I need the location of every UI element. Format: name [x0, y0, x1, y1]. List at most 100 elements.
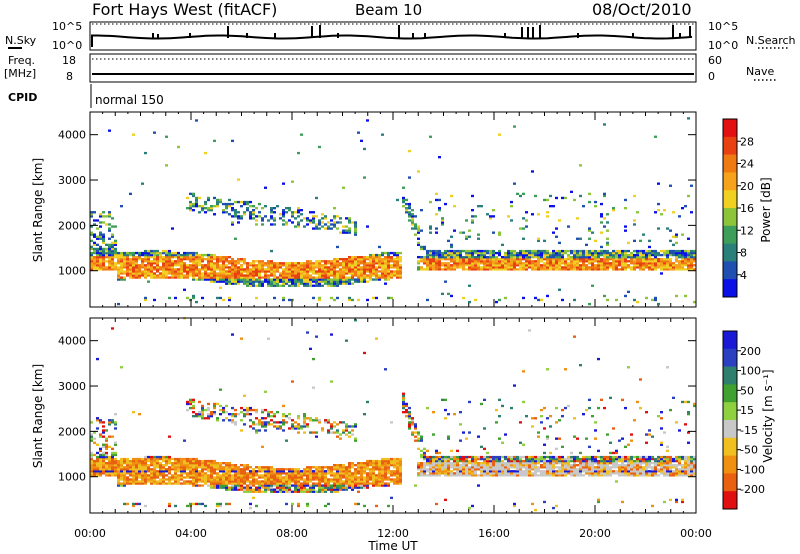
heatmap-cell [93, 247, 96, 251]
heatmap-cell [195, 198, 198, 202]
heatmap-cell [357, 486, 360, 489]
heatmap-cell [366, 474, 369, 477]
heatmap-cell [507, 268, 510, 271]
heatmap-cell [588, 258, 591, 261]
heatmap-cell [201, 296, 204, 300]
heatmap-cell [318, 219, 321, 222]
heatmap-cell [474, 251, 477, 255]
heatmap-cell [216, 482, 219, 485]
heatmap-cell [498, 253, 501, 257]
heatmap-cell [135, 258, 138, 261]
heatmap-cell [189, 400, 192, 404]
heatmap-cell [279, 425, 282, 428]
heatmap-cell [129, 266, 132, 269]
heatmap-cell [129, 464, 132, 467]
heatmap-cell [369, 264, 372, 267]
heatmap-cell [108, 474, 111, 477]
heatmap-cell [540, 464, 543, 467]
heatmap-cell [294, 282, 297, 285]
heatmap-cell [327, 488, 330, 491]
heatmap-cell [660, 253, 663, 257]
heatmap-cell [267, 274, 270, 277]
heatmap-cell [204, 459, 207, 463]
heatmap-cell [621, 256, 624, 259]
heatmap-cell [294, 280, 297, 283]
heatmap-cell [651, 260, 654, 263]
heatmap-cell [498, 398, 501, 402]
heatmap-cell [291, 282, 294, 285]
heatmap-cell [345, 264, 348, 267]
heatmap-cell [357, 468, 360, 471]
heatmap-cell [123, 470, 126, 473]
heatmap-cell [330, 266, 333, 269]
heatmap-cell [366, 482, 369, 485]
heatmap-cell [162, 476, 165, 479]
heatmap-cell [102, 215, 105, 218]
heatmap-cell [336, 484, 339, 487]
heatmap-cell [231, 264, 234, 267]
nsky-panel [89, 21, 697, 51]
heatmap-cell [108, 258, 111, 261]
heatmap-cell [456, 266, 459, 269]
heatmap-cell [108, 264, 111, 267]
heatmap-cell [417, 433, 420, 436]
heatmap-cell [615, 298, 618, 302]
heatmap-cell [297, 502, 300, 506]
heatmap-cell [342, 272, 345, 275]
heatmap-cell [261, 482, 264, 485]
heatmap-cell [387, 462, 390, 465]
heatmap-cell [525, 474, 528, 477]
heatmap-cell [339, 484, 342, 487]
heatmap-cell [234, 482, 237, 485]
heatmap-cell [609, 256, 612, 259]
heatmap-cell [393, 258, 396, 261]
heatmap-cell [384, 256, 387, 259]
heatmap-cell [294, 270, 297, 273]
heatmap-cell [162, 480, 165, 483]
heatmap-cell [147, 270, 150, 273]
heatmap-cell [267, 278, 270, 281]
heatmap-cell [498, 462, 501, 465]
heatmap-cell [528, 462, 531, 465]
heatmap-cell [639, 258, 642, 261]
heatmap-cell [507, 468, 510, 471]
heatmap-cell [243, 488, 246, 491]
heatmap-cell [201, 266, 204, 269]
heatmap-cell [204, 504, 207, 508]
heatmap-cell [300, 470, 303, 473]
heatmap-cell [396, 253, 399, 257]
heatmap-cell [117, 462, 120, 465]
heatmap-cell [318, 298, 321, 302]
heatmap-cell [417, 256, 420, 259]
heatmap-cell [654, 266, 657, 269]
heatmap-cell [228, 202, 231, 206]
heatmap-cell [636, 264, 639, 267]
heatmap-cell [300, 266, 303, 269]
heatmap-cell [303, 225, 306, 228]
heatmap-cell [225, 211, 228, 214]
heatmap-cell [450, 464, 453, 467]
heatmap-cell [636, 262, 639, 265]
heatmap-cell [624, 249, 627, 253]
heatmap-cell [294, 478, 297, 481]
heatmap-cell [252, 490, 255, 493]
heatmap-cell [348, 276, 351, 279]
heatmap-cell [366, 268, 369, 271]
heatmap-cell [513, 266, 516, 269]
heatmap-cell [300, 274, 303, 277]
heatmap-cell [519, 468, 522, 471]
heatmap-cell [267, 262, 270, 265]
heatmap-cell [303, 478, 306, 481]
heatmap-cell [234, 237, 237, 240]
heatmap-cell [366, 466, 369, 469]
heatmap-cell [96, 219, 99, 222]
heatmap-cell [249, 419, 252, 422]
heatmap-cell [597, 258, 600, 261]
heatmap-cell [363, 258, 366, 261]
heatmap-cell [216, 272, 219, 275]
heatmap-cell [195, 484, 198, 487]
heatmap-cell [96, 247, 99, 251]
heatmap-cell [603, 249, 606, 253]
heatmap-cell [501, 404, 504, 408]
heatmap-cell [630, 253, 633, 257]
